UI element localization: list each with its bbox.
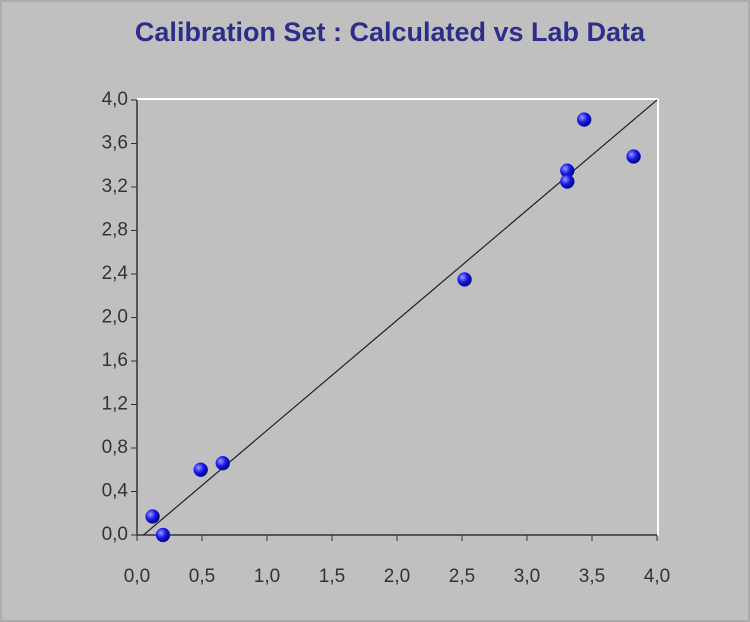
- y-tick-label: 1,2: [102, 394, 128, 415]
- y-tick-label: 3,2: [102, 176, 128, 197]
- point: [193, 462, 208, 477]
- y-tick-label: 0,4: [102, 481, 129, 502]
- x-tick-label: 4,0: [644, 566, 670, 587]
- x-tick-label: 0,0: [124, 566, 150, 587]
- point: [560, 174, 575, 189]
- x-tick-label: 0,5: [189, 566, 215, 587]
- point: [457, 272, 472, 287]
- y-tick-label: 2,0: [102, 307, 128, 328]
- point: [626, 149, 641, 164]
- y-tick-label: 4,0: [102, 89, 128, 110]
- x-tick-label: 3,0: [514, 566, 540, 587]
- x-tick-label: 1,5: [319, 566, 345, 587]
- point: [145, 509, 160, 524]
- y-tick-label: 2,4: [102, 263, 129, 284]
- x-tick-label: 2,5: [449, 566, 475, 587]
- y-tick-label: 1,6: [102, 350, 128, 371]
- point: [576, 112, 592, 127]
- y-tick-label: 2,8: [102, 220, 128, 241]
- point: [155, 527, 171, 543]
- x-tick-label: 2,0: [384, 566, 410, 587]
- chart-title: Calibration Set : Calculated vs Lab Data: [135, 17, 646, 47]
- x-tick-label: 3,5: [579, 566, 605, 587]
- y-tick-label: 3,6: [102, 133, 128, 154]
- point: [215, 455, 231, 471]
- y-tick-label: 0,0: [102, 524, 128, 545]
- x-tick-label: 1,0: [254, 566, 280, 587]
- y-tick-label: 0,8: [102, 437, 128, 458]
